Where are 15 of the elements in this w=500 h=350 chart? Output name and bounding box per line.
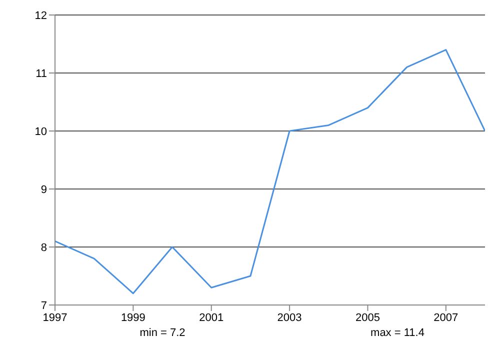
y-tick-label: 9 — [40, 184, 47, 196]
line-series — [55, 49, 485, 294]
text: min = 7.2 — [138, 327, 186, 339]
x-tick-label: 2001 — [199, 312, 224, 324]
y-tick-label: 8 — [40, 242, 47, 254]
x-tick-label: 1999 — [120, 312, 146, 324]
y-tick-label: 11 — [36, 68, 47, 80]
y-tick-label: 10 — [34, 126, 47, 138]
y-tick-label: 7 — [40, 300, 47, 312]
x-tick-label: 2007 — [434, 312, 458, 324]
y-tick-label: 12 — [34, 10, 47, 22]
x-tick-label: 2003 — [277, 312, 302, 324]
x-tick-label: 2005 — [355, 312, 380, 324]
text: max = 11.4 — [370, 327, 426, 339]
x-tick-label: 1997 — [42, 312, 68, 324]
